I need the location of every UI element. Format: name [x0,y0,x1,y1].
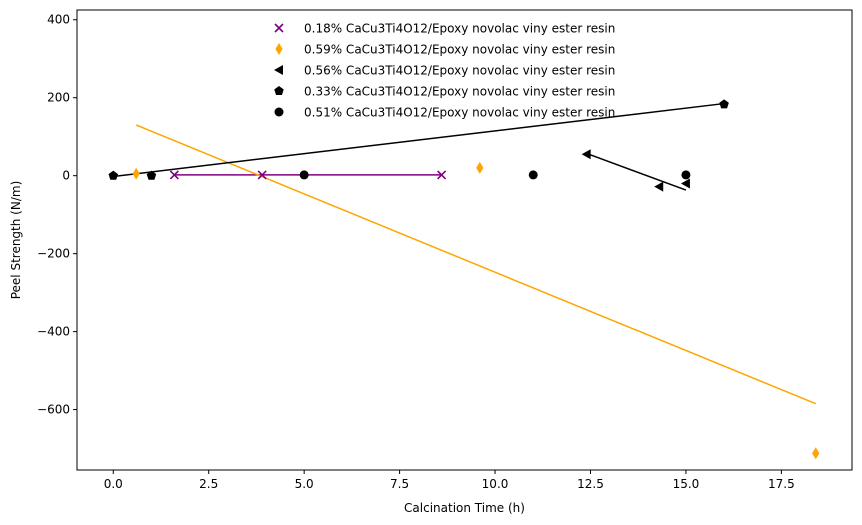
legend-marker [275,43,283,55]
data-point [169,170,179,180]
data-point [257,170,267,180]
x-tick-label: 15.0 [673,477,700,491]
series-1-points [169,170,447,180]
legend-label: 0.56% CaCu3Ti4O12/Epoxy novolac viny est… [304,64,615,78]
y-tick-label: 0 [62,169,70,183]
y-tick-label: −400 [37,325,70,339]
series-5-points [299,170,691,180]
series-3-points [581,149,690,192]
data-point [299,170,309,180]
data-point [719,99,729,109]
x-tick-label: 17.5 [768,477,795,491]
y-axis: −600 −400 −200 0 200 400 [37,13,77,417]
legend-label: 0.59% CaCu3Ti4O12/Epoxy novolac viny est… [304,43,615,57]
data-point [680,178,690,189]
data-point [581,149,591,160]
x-tick-label: 2.5 [199,477,218,491]
data-point [812,447,820,460]
x-axis-label: Calcination Time (h) [404,501,525,515]
legend-label: 0.18% CaCu3Ti4O12/Epoxy novolac viny est… [304,22,615,36]
series-4-points [108,99,729,180]
x-tick-label: 12.5 [577,477,604,491]
legend-marker [274,86,284,96]
axes-frame [76,9,853,471]
legend: 0.18% CaCu3Ti4O12/Epoxy novolac viny est… [274,22,615,120]
data-point [528,170,538,180]
y-axis-label: Peel Strength (N/m) [9,181,23,300]
x-tick-label: 10.0 [482,477,509,491]
legend-marker [274,107,284,117]
data-point [437,170,447,180]
data-point [108,170,119,180]
plot-inner [108,99,820,460]
data-point [681,170,691,180]
data-point [654,181,664,192]
legend-label: 0.51% CaCu3Ti4O12/Epoxy novolac viny est… [304,106,615,120]
x-tick-label: 0.0 [104,477,123,491]
legend-marker [274,65,283,75]
data-point [476,161,484,174]
legend-marker [274,23,284,33]
data-point [132,167,140,180]
y-tick-label: −200 [37,247,70,261]
series-4-fit-line [113,102,725,178]
series-3-fit-line [586,152,687,191]
series-2-points [132,161,820,460]
x-tick-label: 7.5 [390,477,409,491]
x-axis: 0.0 2.5 5.0 7.5 10.0 12.5 15.0 17.5 [104,470,795,491]
y-tick-label: 400 [47,13,70,27]
y-tick-label: −600 [37,403,70,417]
plot-area [108,99,820,460]
data-point [146,170,157,180]
legend-label: 0.33% CaCu3Ti4O12/Epoxy novolac viny est… [304,85,615,99]
y-tick-label: 200 [47,91,70,105]
series-2-fit-line [135,124,817,405]
x-tick-label: 5.0 [295,477,314,491]
